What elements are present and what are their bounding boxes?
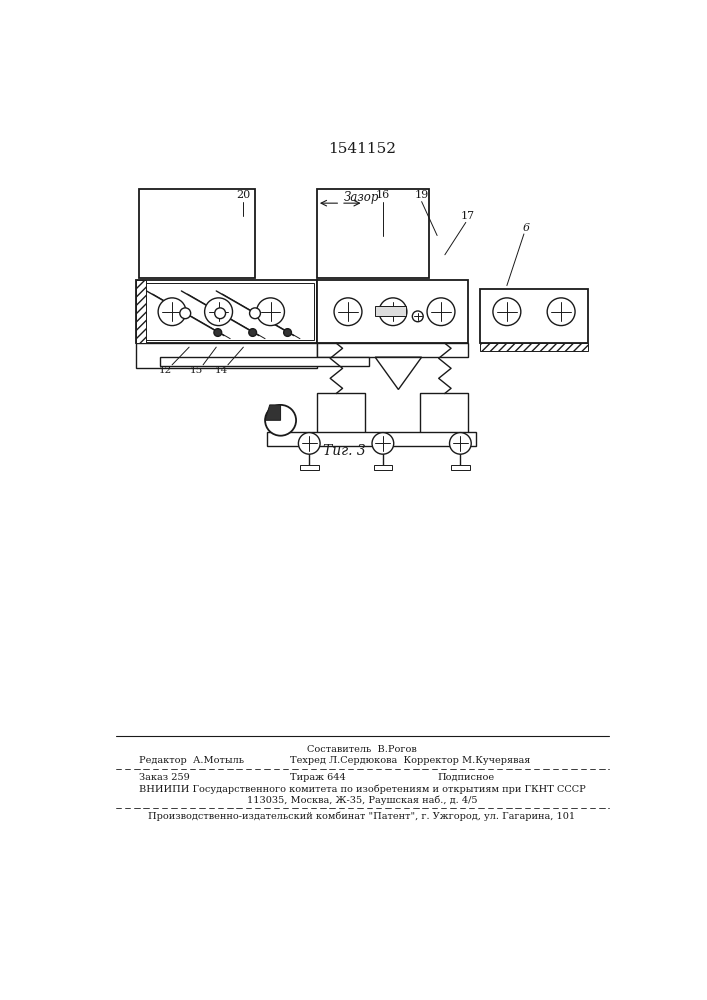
- Bar: [317, 343, 468, 357]
- Bar: [317, 393, 365, 400]
- Bar: [451, 465, 469, 470]
- Circle shape: [372, 433, 394, 454]
- Bar: [136, 343, 161, 351]
- Bar: [317, 343, 327, 351]
- Text: Производственно-издательский комбинат "Патент", г. Ужгород, ул. Гагарина, 101: Производственно-издательский комбинат "П…: [148, 811, 575, 821]
- Bar: [136, 280, 146, 343]
- Bar: [373, 465, 392, 470]
- Bar: [161, 343, 223, 351]
- Bar: [136, 280, 317, 343]
- Text: 1541152: 1541152: [328, 142, 396, 156]
- Text: Редактор  А.Мотыль: Редактор А.Мотыль: [139, 756, 244, 765]
- Bar: [136, 343, 317, 368]
- Bar: [420, 393, 468, 400]
- Circle shape: [334, 298, 362, 326]
- Text: 19: 19: [414, 190, 428, 200]
- Text: 15: 15: [190, 366, 204, 375]
- Circle shape: [379, 298, 407, 326]
- Circle shape: [265, 405, 296, 436]
- Circle shape: [450, 433, 472, 454]
- Circle shape: [214, 329, 222, 336]
- Bar: [317, 280, 468, 343]
- Bar: [420, 430, 468, 436]
- Circle shape: [158, 298, 186, 326]
- Text: 20: 20: [236, 190, 250, 200]
- Text: 12: 12: [159, 366, 173, 375]
- Bar: [317, 393, 365, 436]
- Bar: [317, 430, 365, 436]
- Circle shape: [250, 308, 260, 319]
- Polygon shape: [265, 405, 281, 420]
- Text: ВНИИПИ Государственного комитета по изобретениям и открытиям при ГКНТ СССР: ВНИИПИ Государственного комитета по изоб…: [139, 785, 585, 794]
- Text: 17: 17: [461, 211, 475, 221]
- Text: Заказ 259: Заказ 259: [139, 773, 189, 782]
- Circle shape: [547, 298, 575, 326]
- Circle shape: [284, 329, 291, 336]
- Bar: [420, 393, 468, 436]
- Circle shape: [257, 298, 284, 326]
- Bar: [139, 283, 314, 340]
- Text: 14: 14: [215, 366, 228, 375]
- Bar: [480, 289, 588, 343]
- Text: 113035, Москва, Ж-35, Раушская наб., д. 4/5: 113035, Москва, Ж-35, Раушская наб., д. …: [247, 795, 477, 805]
- Bar: [139, 189, 255, 278]
- Circle shape: [215, 308, 226, 319]
- Bar: [267, 432, 476, 446]
- Text: Зазор: Зазор: [344, 190, 380, 204]
- Text: 16: 16: [375, 190, 390, 200]
- Circle shape: [298, 433, 320, 454]
- Text: Составитель  В.Рогов: Составитель В.Рогов: [307, 745, 417, 754]
- Circle shape: [427, 298, 455, 326]
- Circle shape: [180, 308, 191, 319]
- Bar: [300, 465, 319, 470]
- Bar: [375, 306, 406, 316]
- Bar: [237, 343, 300, 351]
- Circle shape: [412, 311, 423, 322]
- Bar: [160, 357, 369, 366]
- Bar: [480, 343, 588, 351]
- Text: 6: 6: [522, 223, 530, 233]
- Text: Τиг. 3: Τиг. 3: [323, 444, 366, 458]
- Text: Подписное: Подписное: [437, 773, 494, 782]
- Circle shape: [249, 329, 257, 336]
- Text: Тираж 644: Тираж 644: [290, 773, 346, 782]
- Bar: [317, 189, 429, 278]
- Circle shape: [493, 298, 521, 326]
- Text: Техред Л.Сердюкова  Корректор М.Кучерявая: Техред Л.Сердюкова Корректор М.Кучерявая: [290, 756, 530, 765]
- Circle shape: [204, 298, 233, 326]
